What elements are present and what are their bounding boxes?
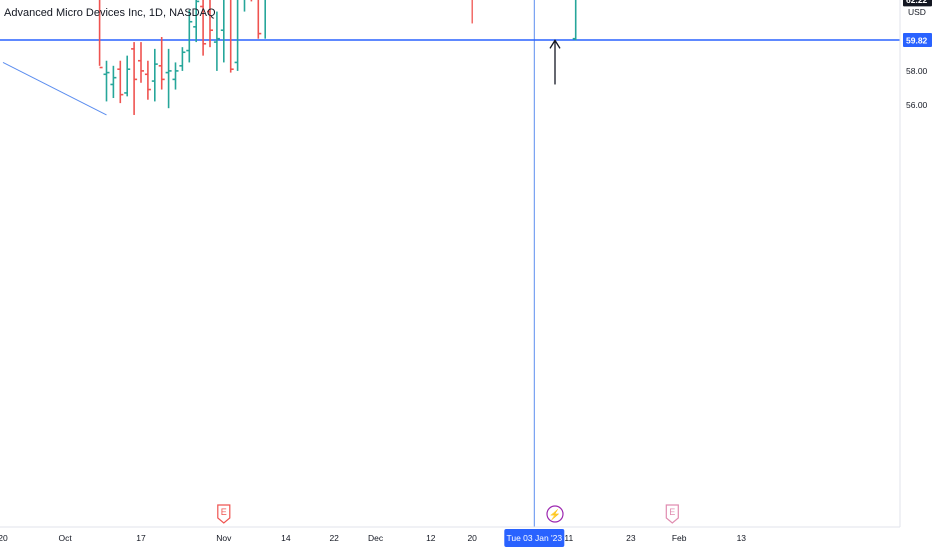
ohlc-bar[interactable] bbox=[200, 0, 207, 56]
event-markers: E ⚡ E bbox=[217, 504, 679, 524]
ohlc-bar[interactable] bbox=[186, 9, 193, 63]
crosshair-date-tag: Tue 03 Jan '23 bbox=[504, 529, 565, 547]
event-circle bbox=[546, 505, 564, 523]
x-tick-label: 23 bbox=[626, 533, 636, 543]
ohlc-bar[interactable] bbox=[144, 60, 151, 100]
price-level-tag-text: 59.82 bbox=[906, 36, 928, 46]
x-tick-label: 14 bbox=[281, 533, 291, 543]
price-level-tag-text: 62.22 bbox=[906, 0, 928, 5]
price-level-tag: 59.82 bbox=[903, 33, 932, 48]
x-tick-label: 13 bbox=[737, 533, 747, 543]
event-circle-text: ⚡ bbox=[549, 508, 561, 521]
price-level-tag-bg bbox=[903, 0, 932, 7]
chart-title: Advanced Micro Devices Inc, 1D, NASDAQ bbox=[4, 7, 216, 19]
earnings-badge-text: E bbox=[669, 507, 675, 517]
ohlc-bar[interactable] bbox=[572, 0, 579, 41]
earnings-badge-text: E bbox=[221, 507, 227, 517]
y-tick-label: 56.00 bbox=[906, 100, 928, 110]
ohlc-bar[interactable] bbox=[151, 48, 158, 102]
crosshair-date-tag-text: Tue 03 Jan '23 bbox=[506, 533, 562, 543]
currency-label: USD bbox=[908, 7, 926, 17]
x-tick-label: Nov bbox=[216, 533, 232, 543]
ohlc-bar[interactable] bbox=[131, 42, 138, 115]
ohlc-bar[interactable] bbox=[158, 37, 165, 90]
y-tick-label: 58.00 bbox=[906, 66, 928, 76]
crosshair-date-tag-bg bbox=[504, 529, 565, 547]
x-tick-label: 11 bbox=[564, 533, 573, 543]
ohlc-bar[interactable] bbox=[97, 0, 103, 69]
ohlc-bar[interactable] bbox=[117, 60, 124, 104]
ohlc-bar[interactable] bbox=[262, 0, 268, 39]
arrow-black-up[interactable] bbox=[549, 39, 561, 85]
x-tick-label: 22 bbox=[329, 533, 339, 543]
price-level-tag: 62.22 bbox=[903, 0, 932, 7]
dividend-split-marker-icon[interactable]: ⚡ bbox=[546, 505, 564, 523]
ohlc-bar[interactable] bbox=[172, 62, 179, 90]
ohlc-bar[interactable] bbox=[110, 65, 117, 99]
x-tick-label: 20 bbox=[467, 533, 477, 543]
x-tick-label: Dec bbox=[368, 533, 384, 543]
earnings-badge bbox=[217, 504, 231, 524]
x-tick-label: 20 bbox=[0, 533, 8, 543]
ohlc-bars bbox=[97, 0, 579, 115]
trendlines bbox=[2, 61, 107, 116]
time-axis-background bbox=[0, 527, 932, 550]
x-tick-label: Feb bbox=[672, 533, 687, 543]
ohlc-bar[interactable] bbox=[207, 0, 213, 48]
x-tick-label: Oct bbox=[58, 533, 72, 543]
ohlc-bar[interactable] bbox=[213, 11, 220, 71]
ohlc-bar[interactable] bbox=[138, 42, 144, 83]
ohlc-bar[interactable] bbox=[193, 0, 200, 43]
x-tick-label: 12 bbox=[426, 533, 436, 543]
earnings-marker-icon[interactable]: E bbox=[217, 504, 231, 524]
arrow-red-up[interactable] bbox=[467, 0, 477, 24]
earnings-badge bbox=[665, 504, 679, 524]
x-tick-label: 17 bbox=[136, 533, 146, 543]
ohlc-bar[interactable] bbox=[248, 0, 254, 2]
ohlc-bar[interactable] bbox=[124, 55, 131, 97]
annotation-arrows bbox=[467, 0, 561, 85]
horizontal-levels bbox=[0, 39, 900, 41]
ohlc-bar[interactable] bbox=[234, 0, 241, 71]
ohlc-bar[interactable] bbox=[103, 60, 110, 102]
ohlc-bar[interactable] bbox=[220, 0, 227, 63]
earnings-marker-icon[interactable]: E bbox=[665, 504, 679, 524]
ohlc-bar[interactable] bbox=[179, 47, 186, 71]
arrow-head bbox=[549, 39, 561, 49]
ohlc-bar[interactable] bbox=[242, 0, 248, 12]
ohlc-bar[interactable] bbox=[228, 0, 234, 73]
trendline-2[interactable] bbox=[2, 61, 107, 116]
ohlc-bar[interactable] bbox=[165, 48, 172, 109]
price-level-tag-bg bbox=[903, 33, 932, 48]
ohlc-bar[interactable] bbox=[255, 0, 262, 39]
price-axis-background bbox=[900, 0, 932, 550]
